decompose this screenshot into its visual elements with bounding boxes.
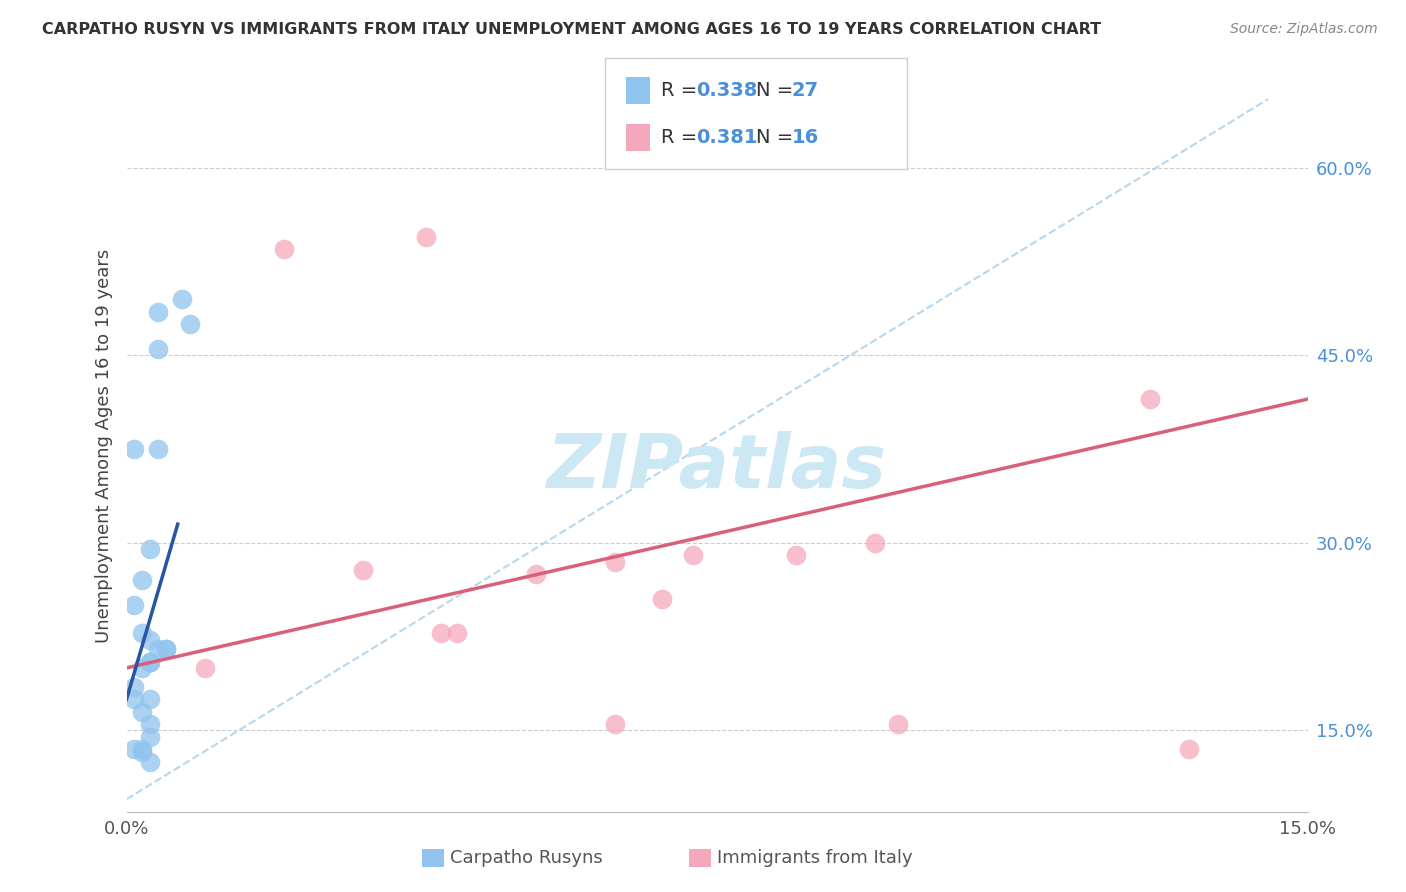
Point [155,642,177,657]
Point [430,626,453,640]
Point [124,599,146,613]
Text: Immigrants from Italy: Immigrants from Italy [717,849,912,867]
Point [155,642,177,657]
Text: CARPATHO RUSYN VS IMMIGRANTS FROM ITALY UNEMPLOYMENT AMONG AGES 16 TO 19 YEARS C: CARPATHO RUSYN VS IMMIGRANTS FROM ITALY … [42,22,1101,37]
Point [887,717,910,731]
Point [863,536,886,550]
Point [124,442,146,457]
Point [524,567,547,582]
Point [194,661,217,675]
Text: Carpatho Rusyns: Carpatho Rusyns [450,849,603,867]
Text: 16: 16 [792,128,818,147]
Point [651,592,673,607]
Text: N =: N = [756,80,800,100]
Point [139,692,162,706]
Point [131,745,153,759]
Text: 27: 27 [792,80,818,100]
Point [124,680,146,694]
Point [603,555,626,569]
Point [179,317,201,331]
Point [131,661,153,675]
Text: ZIPatlas: ZIPatlas [547,432,887,505]
Text: 0.338: 0.338 [696,80,758,100]
Point [131,742,153,756]
Point [1178,742,1201,756]
Point [1139,392,1161,406]
Point [146,442,169,457]
Point [785,549,807,563]
Point [170,292,193,306]
Point [146,642,169,657]
Point [682,549,704,563]
Text: Source: ZipAtlas.com: Source: ZipAtlas.com [1230,22,1378,37]
Point [139,655,162,669]
Point [131,574,153,588]
Point [139,655,162,669]
Point [139,633,162,648]
Text: N =: N = [756,128,800,147]
Point [446,626,468,640]
Point [139,730,162,744]
Point [415,229,437,244]
Point [273,242,295,256]
Text: 0.381: 0.381 [696,128,758,147]
Point [146,342,169,356]
Point [139,755,162,769]
Point [124,692,146,706]
Point [124,742,146,756]
Point [131,626,153,640]
Y-axis label: Unemployment Among Ages 16 to 19 years: Unemployment Among Ages 16 to 19 years [94,249,112,643]
Point [352,563,374,577]
Point [131,705,153,719]
Text: R =: R = [661,80,703,100]
Text: R =: R = [661,128,703,147]
Point [146,304,169,318]
Point [139,717,162,731]
Point [139,542,162,557]
Point [603,717,626,731]
